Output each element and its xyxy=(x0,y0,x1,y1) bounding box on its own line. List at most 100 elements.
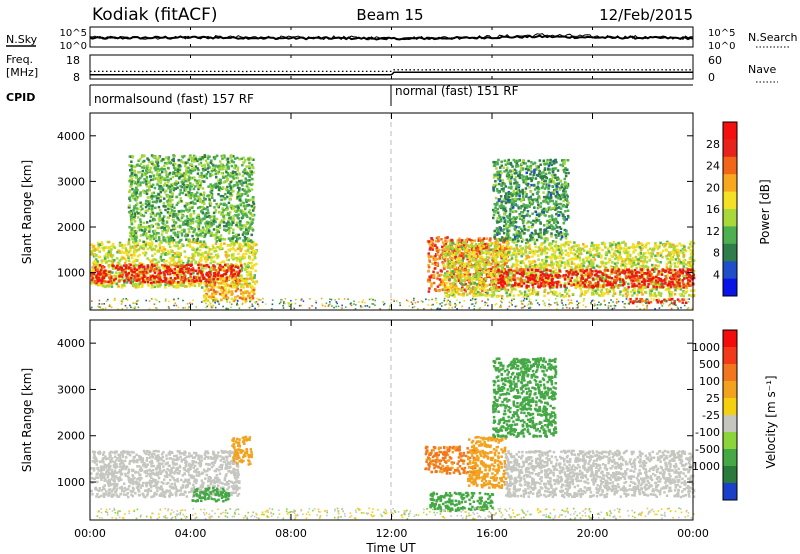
echo-cell xyxy=(133,214,137,217)
echo-cell xyxy=(168,198,172,201)
echo-cell xyxy=(438,283,442,287)
echo-cell xyxy=(191,221,195,225)
echo-cell xyxy=(507,247,511,250)
echo-cell xyxy=(249,244,252,247)
echo-cell xyxy=(227,212,230,216)
echo-cell xyxy=(131,230,135,233)
echo-cell xyxy=(170,238,173,242)
echo-cell xyxy=(224,175,228,178)
echo-cell xyxy=(211,292,214,296)
echo-cell xyxy=(163,273,166,277)
echo-cell xyxy=(157,236,161,239)
echo-cell xyxy=(570,260,574,264)
echo-cell xyxy=(146,276,149,280)
echo-cell xyxy=(177,286,180,289)
echo-cell xyxy=(562,295,566,298)
echo-cell xyxy=(201,275,205,279)
echo-cell xyxy=(187,178,191,181)
echo-cell xyxy=(517,252,521,256)
echo-cell xyxy=(163,264,167,268)
echo-cell xyxy=(154,206,157,210)
echo-cell xyxy=(121,278,124,281)
echo-cell xyxy=(231,264,234,267)
nave-series xyxy=(90,69,693,73)
echo-cell xyxy=(537,258,540,261)
echo-cell xyxy=(166,166,170,170)
echo-cell xyxy=(143,280,146,284)
echo-cell xyxy=(133,205,136,208)
echo-cell xyxy=(531,292,534,296)
echo-cell xyxy=(179,191,182,194)
echo-cell xyxy=(200,164,204,167)
echo-cell xyxy=(434,261,437,265)
echo-cell xyxy=(203,163,206,167)
echo-cell xyxy=(655,259,658,262)
echo-cell xyxy=(220,246,223,250)
freq-ytick-top: 18 xyxy=(66,54,80,67)
echo-cell xyxy=(136,277,140,280)
echo-cell xyxy=(135,203,138,207)
echo-cell xyxy=(161,217,165,220)
echo-cell xyxy=(107,240,111,244)
echo-cell xyxy=(430,282,433,286)
echo-cell xyxy=(435,236,439,240)
echo-cell xyxy=(485,261,488,265)
echo-cell xyxy=(146,235,150,239)
echo-cell xyxy=(193,284,197,287)
echo-cell xyxy=(492,260,495,263)
echo-cell xyxy=(90,278,94,282)
echo-cell xyxy=(223,238,227,241)
echo-cell xyxy=(151,200,155,204)
echo-cell xyxy=(195,233,198,237)
echo-cell xyxy=(171,172,175,176)
echo-cell xyxy=(533,240,536,244)
echo-cell xyxy=(181,270,184,274)
echo-cell xyxy=(129,279,132,282)
echo-cell xyxy=(102,259,106,262)
echo-cell xyxy=(454,270,457,273)
echo-cell xyxy=(229,180,232,184)
echo-cell xyxy=(642,252,645,255)
echo-cell xyxy=(189,171,193,175)
echo-cell xyxy=(225,203,228,207)
echo-cell xyxy=(239,210,243,213)
echo-cell xyxy=(179,267,182,271)
echo-cell xyxy=(444,250,447,253)
echo-cell xyxy=(185,277,188,281)
echo-cell xyxy=(142,273,145,276)
echo-cell xyxy=(137,184,140,187)
echo-cell xyxy=(199,205,203,209)
echo-cell xyxy=(136,207,140,210)
echo-cell xyxy=(463,269,466,272)
echo-cell xyxy=(162,239,166,242)
echo-cell xyxy=(218,226,222,229)
echo-cell xyxy=(144,243,147,246)
echo-cell xyxy=(626,293,630,297)
echo-cell xyxy=(645,242,648,246)
echo-cell xyxy=(128,276,131,279)
echo-cell xyxy=(128,178,132,182)
echo-cell xyxy=(215,253,218,257)
echo-cell xyxy=(192,187,196,191)
echo-cell xyxy=(484,277,488,281)
echo-cell xyxy=(550,246,553,250)
echo-cell xyxy=(242,181,245,184)
echo-cell xyxy=(486,251,490,254)
echo-cell xyxy=(146,189,149,192)
echo-cell xyxy=(254,269,257,273)
echo-cell xyxy=(131,260,135,264)
echo-cell xyxy=(232,248,235,251)
echo-cell xyxy=(254,281,257,284)
freq-x-ticks xyxy=(89,55,694,79)
echo-cell xyxy=(448,239,452,242)
echo-cell xyxy=(450,238,453,242)
echo-cell xyxy=(456,248,460,251)
echo-cell xyxy=(244,213,248,216)
echo-cell xyxy=(165,156,168,159)
echo-cell xyxy=(622,247,625,250)
echo-cell xyxy=(150,263,154,266)
echo-cell xyxy=(132,283,136,286)
echo-cell xyxy=(188,191,191,194)
echo-cell xyxy=(138,158,142,161)
echo-cell xyxy=(122,256,125,260)
